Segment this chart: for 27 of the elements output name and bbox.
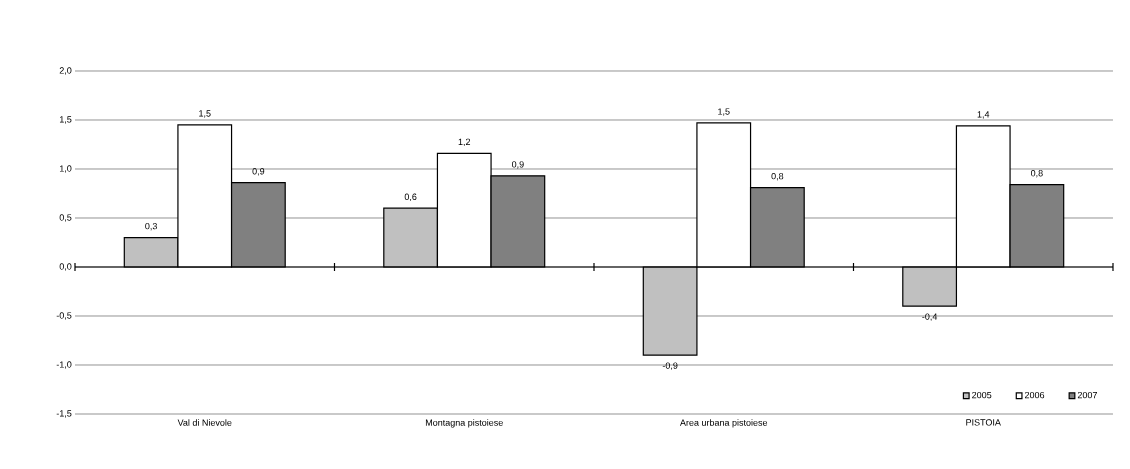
- x-tick-label: PISTOIA: [966, 419, 1001, 426]
- y-tick-label: -0,5: [56, 312, 72, 320]
- data-label: 1,4: [977, 111, 990, 119]
- data-label: 1,5: [199, 110, 211, 118]
- data-label: 0,6: [404, 193, 417, 201]
- y-tick-label: -1,5: [56, 410, 72, 418]
- y-tick-label: 0,0: [59, 263, 72, 271]
- x-tick-label: Montagna pistoiese: [425, 419, 503, 428]
- y-tick-label: 1,0: [59, 165, 72, 173]
- y-tick-label: 1,5: [59, 116, 72, 124]
- data-label: 0,8: [771, 172, 784, 181]
- data-label: -0,4: [922, 313, 938, 321]
- data-label: -0,9: [662, 362, 678, 370]
- x-tick-label: Area urbana pistoiese: [679, 419, 768, 428]
- data-label: 1,5: [718, 108, 730, 116]
- data-label: 0,3: [145, 222, 157, 231]
- data-label: 0,8: [1030, 170, 1043, 178]
- legend-label: 2005: [972, 391, 992, 399]
- data-label: 1,2: [458, 138, 471, 147]
- y-tick-label: -1,0: [56, 361, 72, 369]
- legend-label: 2006: [1025, 391, 1045, 399]
- legend-label: 2007: [1077, 391, 1097, 399]
- data-label: 0,9: [252, 168, 265, 176]
- data-label: 0,9: [511, 161, 524, 169]
- x-tick-label: Val di Nievole: [177, 419, 232, 426]
- y-tick-label: 2,0: [59, 67, 72, 75]
- y-tick-label: 0,5: [59, 214, 72, 222]
